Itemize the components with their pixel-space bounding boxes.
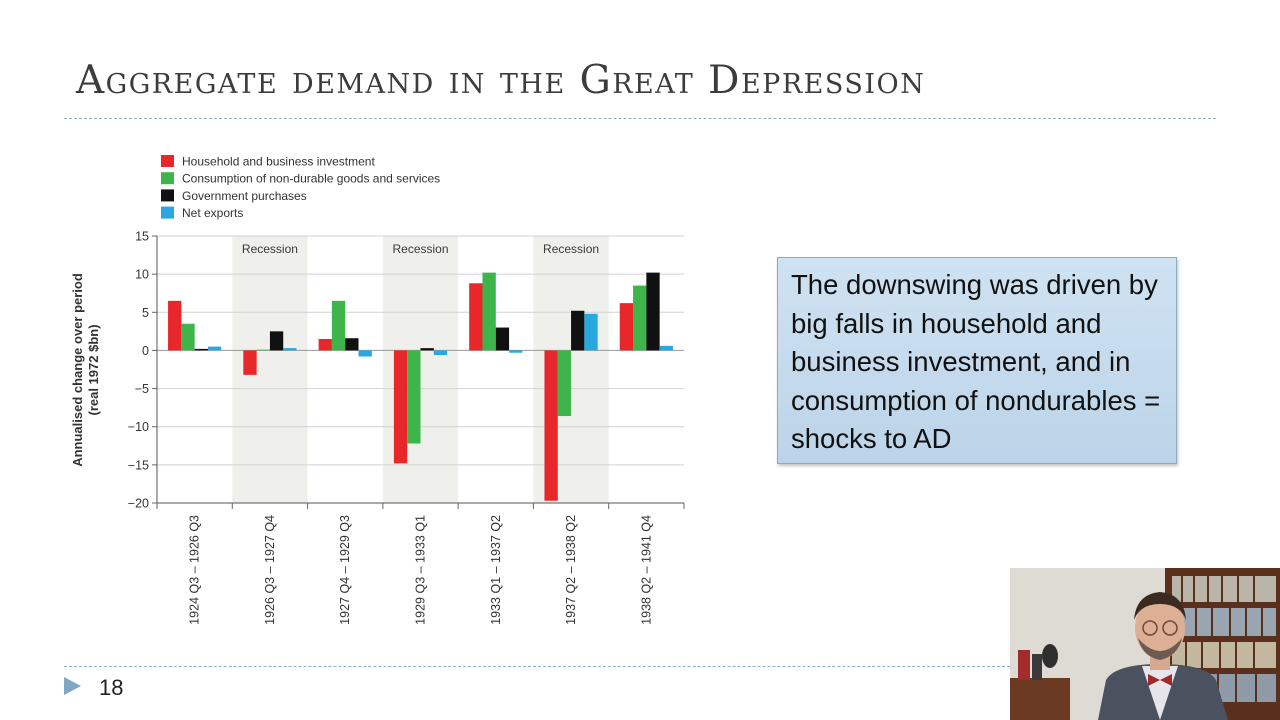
slide-title: Aggregate demand in the Great Depression bbox=[76, 58, 926, 103]
webcam-scene bbox=[1010, 568, 1280, 720]
bar-s2-c6 bbox=[646, 272, 660, 351]
bar-s2-c4 bbox=[495, 327, 510, 351]
x-category-label-3: 1929 Q3 – 1933 Q1 bbox=[414, 515, 428, 625]
title-divider bbox=[64, 118, 1216, 119]
y-axis-label-line-1: (real 1972 $bn) bbox=[86, 324, 101, 415]
bar-s2-c1 bbox=[269, 331, 284, 351]
y-tick-label-6: −15 bbox=[128, 458, 149, 472]
bar-s3-c4 bbox=[509, 350, 523, 353]
legend-swatch-1 bbox=[161, 172, 174, 185]
legend-label-1: Consumption of non-durable goods and ser… bbox=[182, 172, 440, 186]
bar-s1-c6 bbox=[633, 285, 647, 351]
slide-marker-icon bbox=[64, 677, 81, 695]
callout-box: The downswing was driven by big falls in… bbox=[777, 257, 1177, 464]
callout-text: The downswing was driven by big falls in… bbox=[791, 269, 1161, 454]
y-tick-label-7: −20 bbox=[128, 497, 149, 511]
bar-s1-c2 bbox=[331, 300, 346, 351]
bar-s2-c2 bbox=[345, 338, 359, 351]
y-tick-label-4: −5 bbox=[135, 382, 149, 396]
bar-s3-c5 bbox=[584, 313, 598, 351]
y-tick-label-1: 10 bbox=[135, 268, 149, 282]
bar-s1-c5 bbox=[557, 350, 572, 417]
bar-s0-c4 bbox=[469, 283, 483, 351]
legend-swatch-0 bbox=[161, 155, 174, 167]
bar-s1-c1 bbox=[256, 349, 270, 351]
x-category-label-0: 1924 Q3 – 1926 Q3 bbox=[188, 515, 202, 625]
bar-s3-c3 bbox=[433, 350, 448, 356]
bar-chart: Recession Recession Recession 15 10 5 0 −5 −10 −1… bbox=[60, 145, 700, 645]
bar-s3-c0 bbox=[207, 346, 222, 351]
footer-divider bbox=[64, 666, 1010, 667]
x-category-label-2: 1927 Q4 – 1929 Q3 bbox=[338, 515, 352, 625]
recession-label-2: Recession bbox=[543, 242, 599, 256]
recession-label-1: Recession bbox=[392, 242, 448, 256]
y-tick-label-3: 0 bbox=[142, 344, 149, 358]
legend-swatch-3 bbox=[161, 206, 174, 219]
recession-label-0: Recession bbox=[242, 242, 298, 256]
bar-s1-c3 bbox=[407, 350, 421, 444]
bar-s1-c4 bbox=[482, 272, 496, 351]
legend-label-0: Household and business investment bbox=[182, 155, 375, 169]
page-number: 18 bbox=[99, 675, 124, 700]
bar-s2-c0 bbox=[194, 348, 208, 351]
legend-label-2: Government purchases bbox=[182, 189, 307, 203]
chart-svg: Recession Recession Recession 15 10 5 0 −5 −10 −1… bbox=[70, 155, 685, 625]
bar-s2-c3 bbox=[420, 348, 434, 351]
bar-s0-c6 bbox=[619, 303, 634, 351]
bar-s3-c2 bbox=[358, 350, 372, 357]
bar-s0-c0 bbox=[168, 300, 182, 351]
y-tick-label-0: 15 bbox=[135, 230, 149, 244]
bar-s3-c6 bbox=[659, 345, 673, 351]
x-category-label-4: 1933 Q1 – 1937 Q2 bbox=[489, 515, 503, 625]
y-tick-label-5: −10 bbox=[128, 420, 149, 434]
bar-s0-c5 bbox=[544, 350, 558, 501]
bar-s0-c2 bbox=[318, 338, 332, 351]
y-axis-label-line-0: Annualised change over period bbox=[70, 273, 85, 467]
bar-s3-c1 bbox=[283, 348, 297, 351]
bar-s0-c3 bbox=[393, 350, 408, 464]
bar-s2-c5 bbox=[571, 310, 585, 351]
y-axis-label: Annualised change over period(real 1972 … bbox=[70, 273, 101, 467]
legend-label-3: Net exports bbox=[182, 206, 243, 220]
legend-swatch-2 bbox=[161, 189, 174, 202]
x-category-label-5: 1937 Q2 – 1938 Q2 bbox=[564, 515, 578, 625]
y-tick-label-2: 5 bbox=[142, 306, 149, 320]
bar-s1-c0 bbox=[181, 323, 195, 351]
webcam-video bbox=[1010, 568, 1280, 720]
x-category-label-1: 1926 Q3 – 1927 Q4 bbox=[263, 515, 277, 625]
bar-s0-c1 bbox=[243, 350, 257, 375]
x-category-label-6: 1938 Q2 – 1941 Q4 bbox=[639, 515, 653, 625]
